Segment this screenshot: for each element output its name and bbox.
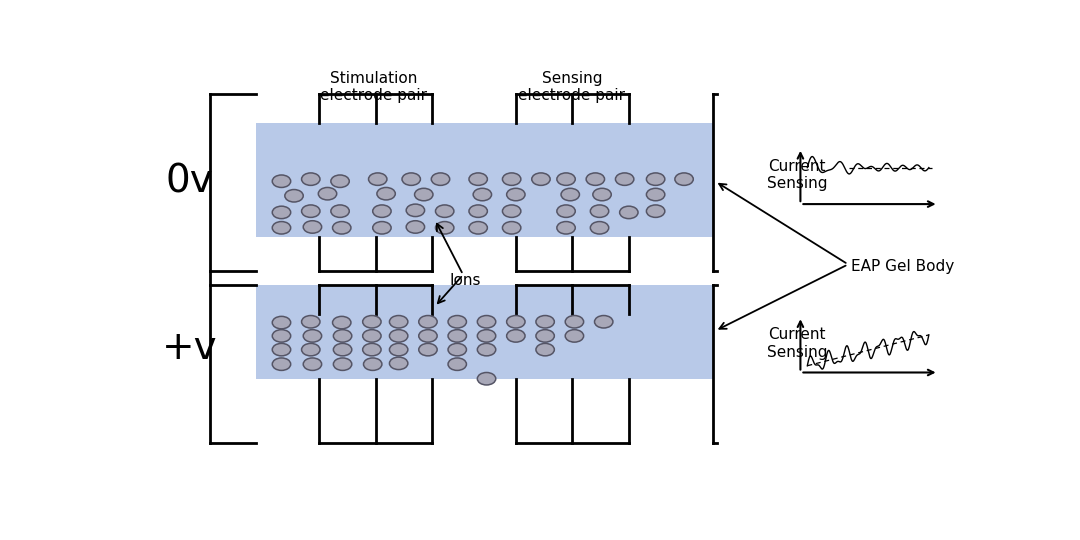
Ellipse shape bbox=[647, 173, 665, 185]
Ellipse shape bbox=[502, 221, 521, 234]
Ellipse shape bbox=[368, 173, 387, 185]
Ellipse shape bbox=[319, 187, 337, 200]
Text: Current
Sensing: Current Sensing bbox=[767, 327, 827, 360]
Ellipse shape bbox=[536, 315, 554, 328]
Ellipse shape bbox=[406, 204, 424, 217]
Ellipse shape bbox=[301, 315, 320, 328]
Ellipse shape bbox=[469, 205, 487, 218]
Ellipse shape bbox=[390, 329, 408, 342]
Ellipse shape bbox=[473, 188, 491, 201]
Ellipse shape bbox=[272, 358, 291, 370]
Ellipse shape bbox=[557, 173, 576, 185]
Ellipse shape bbox=[272, 175, 291, 187]
Ellipse shape bbox=[419, 329, 437, 342]
Ellipse shape bbox=[272, 221, 291, 234]
Ellipse shape bbox=[565, 315, 583, 328]
Ellipse shape bbox=[591, 205, 609, 218]
Ellipse shape bbox=[301, 205, 320, 218]
Ellipse shape bbox=[591, 221, 609, 234]
Ellipse shape bbox=[303, 221, 322, 233]
Ellipse shape bbox=[363, 343, 381, 356]
Ellipse shape bbox=[390, 343, 408, 356]
Ellipse shape bbox=[477, 329, 496, 342]
Ellipse shape bbox=[303, 358, 322, 370]
Ellipse shape bbox=[586, 173, 605, 185]
Ellipse shape bbox=[536, 329, 554, 342]
Ellipse shape bbox=[390, 315, 408, 328]
Ellipse shape bbox=[406, 221, 424, 233]
Ellipse shape bbox=[333, 221, 351, 234]
Ellipse shape bbox=[477, 343, 496, 356]
Ellipse shape bbox=[675, 173, 693, 185]
Ellipse shape bbox=[272, 343, 291, 356]
Ellipse shape bbox=[557, 221, 576, 234]
Ellipse shape bbox=[502, 173, 521, 185]
Ellipse shape bbox=[435, 205, 454, 218]
Ellipse shape bbox=[330, 205, 349, 218]
Text: EAP Gel Body: EAP Gel Body bbox=[851, 259, 954, 274]
Ellipse shape bbox=[373, 221, 391, 234]
Ellipse shape bbox=[448, 329, 467, 342]
Ellipse shape bbox=[469, 173, 487, 185]
Ellipse shape bbox=[415, 188, 433, 201]
Ellipse shape bbox=[536, 343, 554, 356]
Ellipse shape bbox=[272, 316, 291, 329]
Ellipse shape bbox=[477, 373, 496, 385]
Ellipse shape bbox=[647, 188, 665, 201]
Ellipse shape bbox=[301, 173, 320, 185]
Ellipse shape bbox=[620, 206, 638, 219]
Ellipse shape bbox=[330, 175, 349, 187]
Ellipse shape bbox=[377, 187, 395, 200]
Ellipse shape bbox=[390, 357, 408, 369]
Ellipse shape bbox=[616, 173, 634, 185]
Ellipse shape bbox=[272, 329, 291, 342]
Ellipse shape bbox=[334, 329, 352, 342]
Ellipse shape bbox=[419, 315, 437, 328]
Ellipse shape bbox=[364, 358, 382, 370]
Ellipse shape bbox=[402, 173, 420, 185]
Bar bbox=[256, 285, 713, 379]
Text: Ions: Ions bbox=[450, 273, 482, 288]
Bar bbox=[256, 123, 713, 238]
Ellipse shape bbox=[565, 329, 583, 342]
Ellipse shape bbox=[502, 205, 521, 218]
Ellipse shape bbox=[301, 343, 320, 356]
Ellipse shape bbox=[448, 358, 467, 370]
Ellipse shape bbox=[448, 343, 467, 356]
Ellipse shape bbox=[334, 343, 352, 356]
Ellipse shape bbox=[593, 188, 611, 201]
Ellipse shape bbox=[531, 173, 550, 185]
Ellipse shape bbox=[561, 188, 580, 201]
Ellipse shape bbox=[594, 315, 613, 328]
Ellipse shape bbox=[435, 221, 454, 234]
Ellipse shape bbox=[431, 173, 449, 185]
Ellipse shape bbox=[363, 315, 381, 328]
Text: Current
Sensing: Current Sensing bbox=[767, 159, 827, 191]
Ellipse shape bbox=[507, 329, 525, 342]
Ellipse shape bbox=[272, 206, 291, 219]
Ellipse shape bbox=[507, 315, 525, 328]
Ellipse shape bbox=[647, 205, 665, 218]
Ellipse shape bbox=[507, 188, 525, 201]
Text: Stimulation
electrode pair: Stimulation electrode pair bbox=[320, 71, 427, 104]
Ellipse shape bbox=[303, 329, 322, 342]
Ellipse shape bbox=[285, 190, 303, 202]
Ellipse shape bbox=[477, 315, 496, 328]
Ellipse shape bbox=[419, 343, 437, 356]
Ellipse shape bbox=[363, 329, 381, 342]
Text: Sensing
electrode pair: Sensing electrode pair bbox=[518, 71, 625, 104]
Ellipse shape bbox=[557, 205, 576, 218]
Ellipse shape bbox=[469, 221, 487, 234]
Text: +v: +v bbox=[162, 328, 217, 367]
Ellipse shape bbox=[448, 315, 467, 328]
Text: 0v: 0v bbox=[165, 162, 213, 200]
Ellipse shape bbox=[334, 358, 352, 370]
Ellipse shape bbox=[333, 316, 351, 329]
Ellipse shape bbox=[373, 205, 391, 218]
